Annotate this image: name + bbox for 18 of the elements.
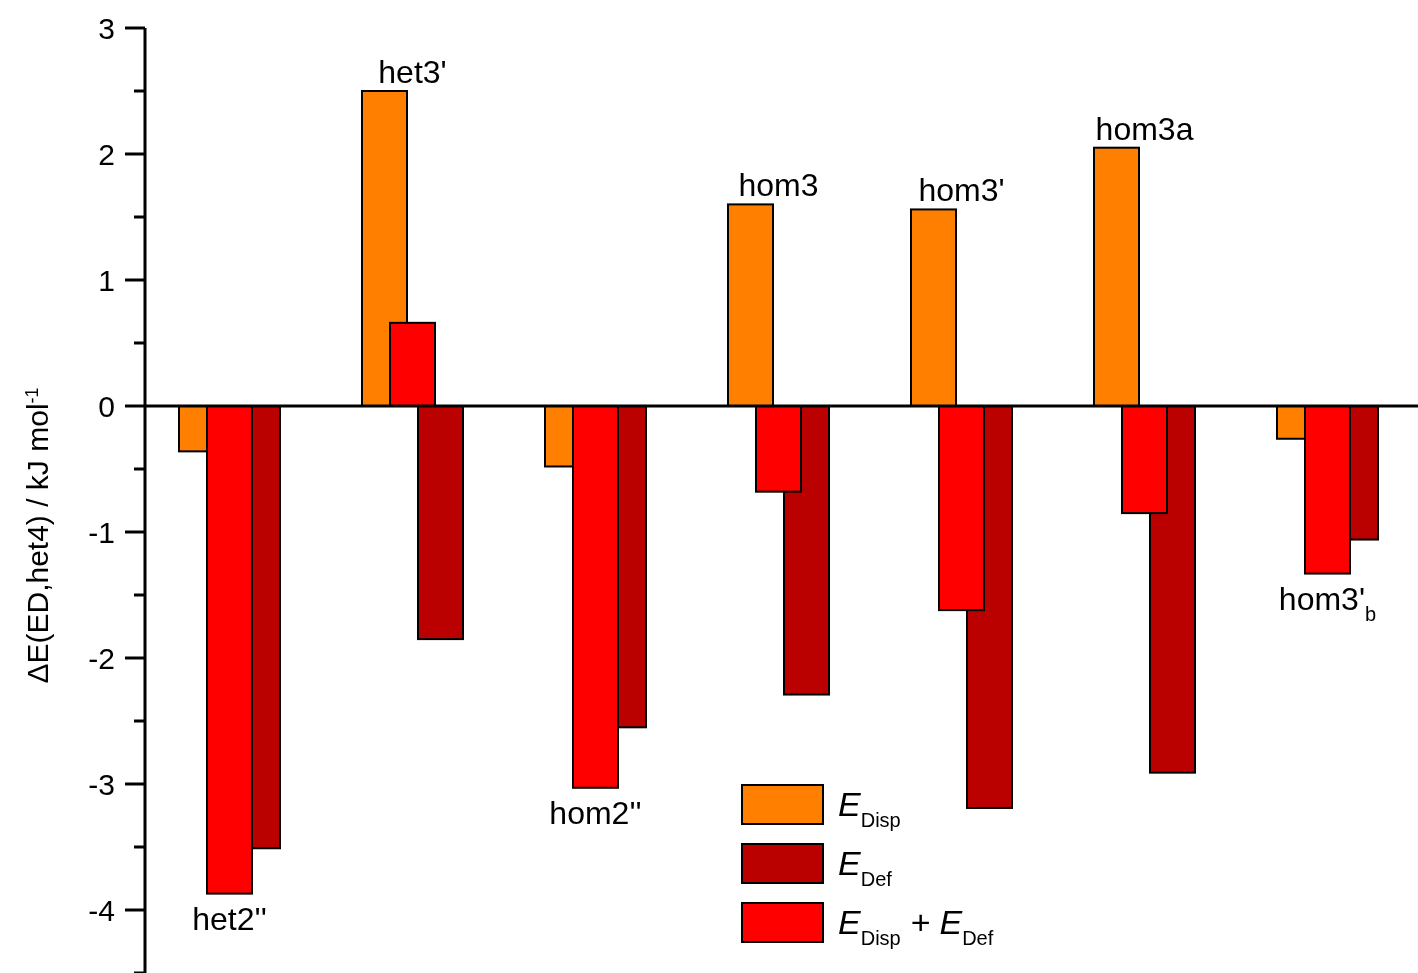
y-tick-label: 2 [98,137,115,171]
legend-label: E$_{Disp}$ [838,785,901,831]
y-tick-label: -3 [88,767,115,801]
annotation: hom3' [918,172,1005,209]
legend-label: E$_{Disp}$ + E$_{Def}$ [838,903,994,949]
annotation: het2'' [192,900,267,937]
annotation: het3' [378,54,447,90]
annotation: hom3a [1095,110,1194,147]
annotation: hom2'' [549,794,642,831]
annotation: hom3 [738,167,819,204]
y-tick-label: -4 [88,893,115,927]
y-tick-label: 1 [98,263,115,297]
annotation: hom3'$_{b}$ [1278,580,1377,625]
y-tick-label: 0 [98,389,115,423]
y-tick-label: -2 [88,641,115,675]
y-tick-label: 3 [98,11,115,45]
y-tick-label: -1 [88,515,115,549]
legend-label: E$_{Def}$ [838,844,893,890]
